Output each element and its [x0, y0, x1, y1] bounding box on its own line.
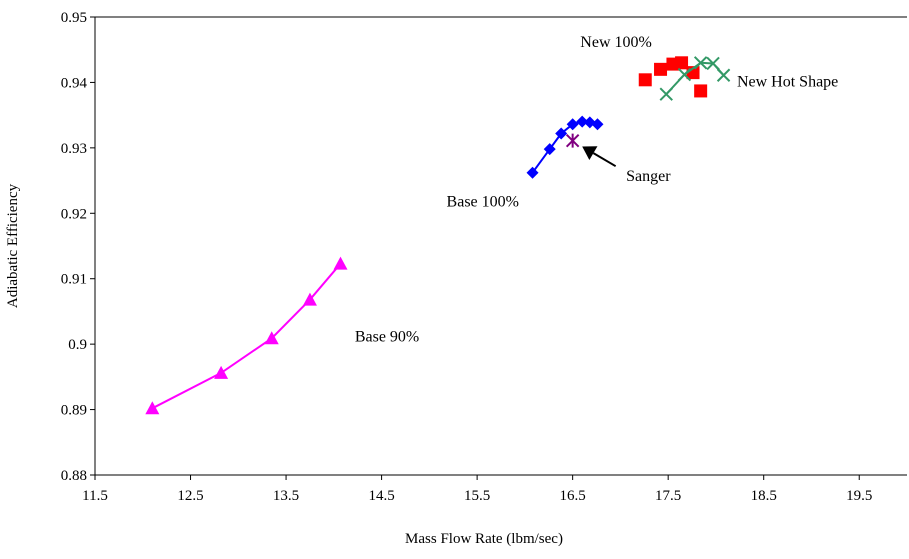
annotation-label: Sanger — [626, 168, 671, 185]
data-point-diamond — [555, 127, 568, 140]
axis-ticks: 0.88 0.89 0.9 0.91 0.92 0.93 0.94 0.95 11.5 12.5 1… — [61, 10, 873, 504]
data-point-diamond — [526, 166, 539, 179]
annotation-label: Base 100% — [447, 194, 519, 211]
x-tick-label: 12.5 — [177, 488, 203, 504]
plot-area — [94, 16, 907, 476]
y-tick-label: 0.9 — [68, 337, 87, 353]
data-point-x — [677, 67, 692, 82]
data-point-square — [694, 84, 708, 98]
data-point-triangle — [145, 401, 160, 415]
annotation-label: New 100% — [580, 34, 652, 51]
x-tick-label: 13.5 — [273, 488, 299, 504]
y-tick-label: 0.92 — [61, 206, 87, 222]
data-point-diamond — [543, 143, 556, 156]
series-line — [151, 263, 342, 410]
data-point-triangle — [214, 365, 229, 379]
y-axis-title: Adiabatic Efficiency — [5, 183, 21, 308]
data-point-x — [693, 56, 708, 70]
x-tick-label: 16.5 — [560, 488, 586, 504]
y-tick-label: 0.94 — [61, 75, 88, 91]
y-tick-label: 0.91 — [61, 272, 87, 288]
data-point-diamond — [591, 118, 604, 131]
x-tick-label: 15.5 — [464, 488, 490, 504]
data-point-triangle — [302, 292, 317, 306]
arrow-shaft — [592, 152, 617, 168]
data-point-triangle — [264, 331, 279, 345]
series-layer — [145, 56, 731, 415]
x-tick-label: 19.5 — [846, 488, 872, 504]
y-tick-label: 0.89 — [61, 403, 87, 419]
series-new-hot-shape — [659, 56, 731, 101]
data-point-x — [659, 87, 673, 101]
data-point-triangle — [333, 256, 348, 270]
sanger-arrow — [582, 146, 617, 168]
y-tick-label: 0.95 — [61, 10, 87, 26]
x-tick-label: 17.5 — [655, 488, 681, 504]
data-point-square — [654, 62, 668, 76]
annotation-label: Base 90% — [355, 329, 419, 346]
series-base-100 — [526, 115, 604, 179]
data-point-x — [706, 56, 720, 71]
series-sanger — [565, 133, 580, 148]
data-point-diamond — [566, 118, 579, 131]
annotation-label: New Hot Shape — [737, 73, 838, 90]
series-new-100 — [638, 56, 708, 98]
data-point-square — [638, 73, 652, 87]
series-base-90 — [145, 256, 348, 415]
data-point-x — [716, 68, 731, 82]
x-tick-label: 11.5 — [82, 488, 108, 504]
data-point-star — [565, 133, 580, 148]
data-point-diamond — [576, 115, 589, 128]
annotation-layer: Base 90% Base 100% Sanger New 100% New Hot S… — [355, 34, 838, 345]
data-point-square — [675, 56, 689, 70]
y-tick-label: 0.88 — [61, 468, 87, 484]
arrow-head — [582, 146, 598, 161]
y-tick-label: 0.93 — [61, 141, 87, 157]
x-tick-label: 18.5 — [751, 488, 777, 504]
x-axis-title: Mass Flow Rate (lbm/sec) — [405, 531, 563, 547]
x-tick-label: 14.5 — [368, 488, 394, 504]
